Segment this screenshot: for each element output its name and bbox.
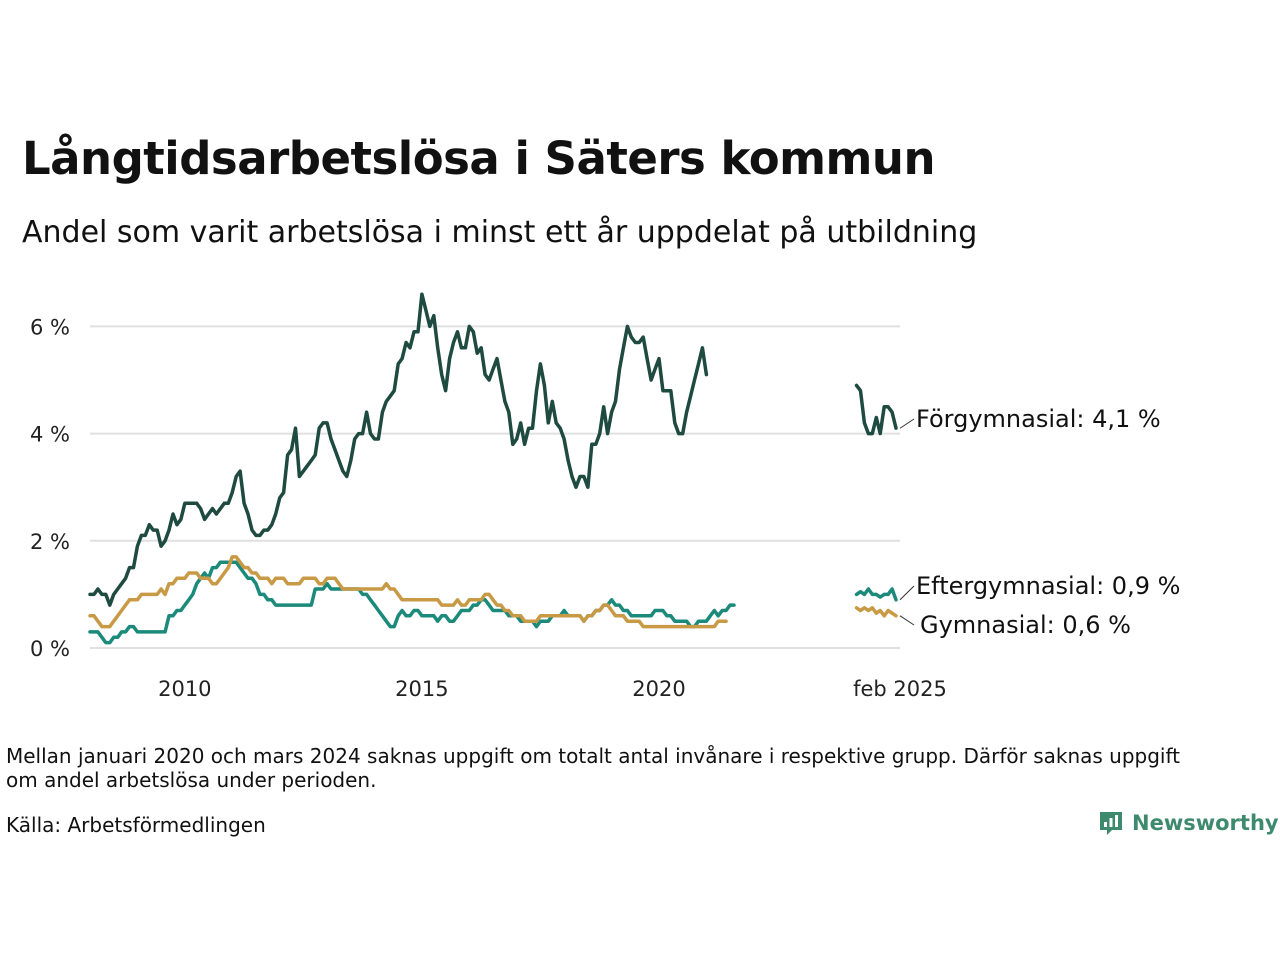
end-label-gymnasial: Gymnasial: 0,6 % <box>920 611 1131 639</box>
end-label-f-rgymnasial: Förgymnasial: 4,1 % <box>916 405 1161 433</box>
series-line-eftergymnasial-segment-1 <box>854 587 898 602</box>
chart-title: Långtidsarbetslösa i Säters kommun <box>22 132 936 185</box>
line-chart: 0 % 2 % 4 % 6 % 2010 2015 2020 feb 2025 Förgym… <box>30 292 1180 701</box>
footnote: Mellan januari 2020 och mars 2024 saknas… <box>6 744 1181 792</box>
newsworthy-bar-chart-icon <box>1100 812 1122 835</box>
series-line-gymnasial-segment-1 <box>854 606 898 618</box>
x-axis-ticks: 2010 2015 2020 feb 2025 <box>158 677 947 701</box>
series-line-f-rgymnasial-segment-0 <box>88 292 709 607</box>
newsworthy-logo: Newsworthy <box>1098 810 1279 836</box>
x-tick-label: 2015 <box>395 677 448 701</box>
series-line-f-rgymnasial-segment-1 <box>854 383 898 436</box>
logo-text: Newsworthy <box>1132 811 1279 835</box>
gridlines <box>90 325 900 649</box>
series-line-eftergymnasial-segment-0 <box>88 560 736 645</box>
x-tick-label: feb 2025 <box>853 677 947 701</box>
source-credit: Källa: Arbetsförmedlingen <box>6 813 266 837</box>
y-tick-label: 0 % <box>30 637 70 661</box>
x-tick-label: 2010 <box>158 677 211 701</box>
y-tick-label: 6 % <box>30 315 70 339</box>
y-tick-label: 4 % <box>30 423 70 447</box>
end-label-eftergymnasial: Eftergymnasial: 0,9 % <box>916 572 1180 600</box>
series-line-gymnasial-segment-0 <box>88 555 728 629</box>
y-tick-label: 2 % <box>30 530 70 554</box>
label-connector-gymnasial <box>899 615 915 626</box>
y-axis-ticks: 0 % 2 % 4 % 6 % <box>30 315 70 661</box>
series-lines <box>88 292 898 645</box>
label-connector-eftergymnasial <box>899 585 915 601</box>
series-end-labels: Förgymnasial: 4,1 % Eftergymnasial: 0,9 %… <box>899 405 1180 639</box>
x-tick-label: 2020 <box>632 677 685 701</box>
chart-subtitle: Andel som varit arbetslösa i minst ett å… <box>22 215 978 250</box>
label-connector-f-rgymnasial <box>899 418 915 429</box>
